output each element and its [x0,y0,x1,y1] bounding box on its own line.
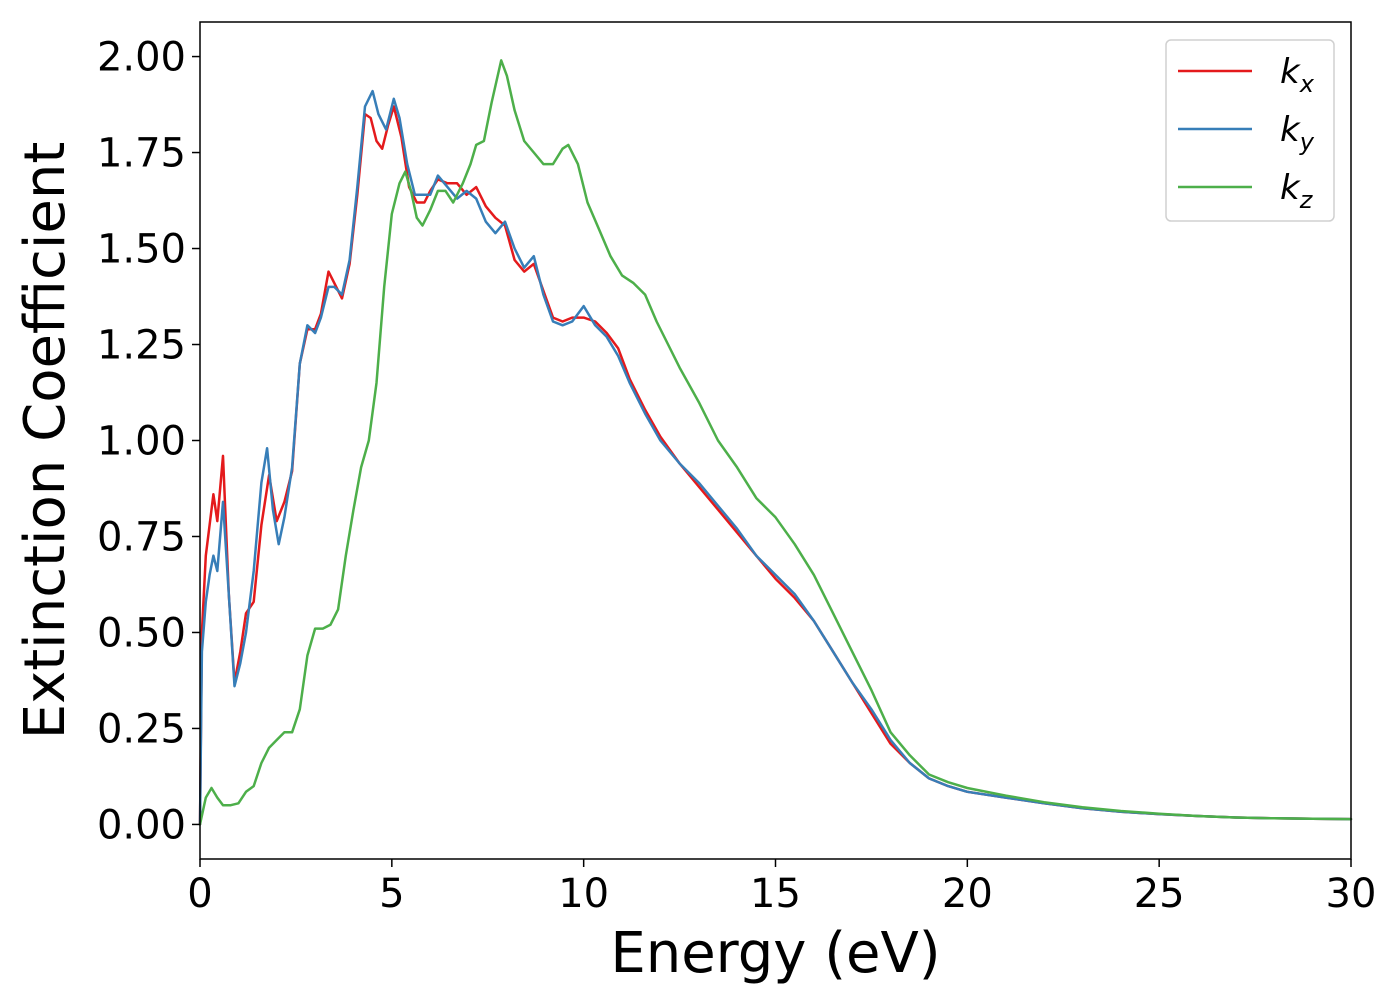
y-tick-label: 1.00 [97,419,186,465]
legend-label: kz [1280,168,1314,214]
series-line-k-x [198,105,1353,826]
y-tick-label: 1.25 [97,323,186,369]
y-tick-label: 0.00 [97,802,186,848]
x-tick-label: 15 [750,871,801,917]
legend-label-subscript: y [1299,128,1315,156]
y-tick-label: 1.75 [97,131,186,177]
y-axis: 0.00 0.25 0.50 0.75 1.00 1.25 1.50 1.75 2.00 [97,35,200,848]
legend-label-main: k [1280,110,1301,150]
x-tick-label: 30 [1326,871,1377,917]
y-tick-label: 2.00 [97,35,186,81]
series-line-k-z [198,59,1353,826]
y-tick-label: 1.50 [97,227,186,273]
x-axis: 0 5 10 15 20 25 30 [187,859,1376,917]
x-tick-label: 10 [558,871,609,917]
y-tick-label: 0.50 [97,610,186,656]
x-axis-label: Energy (eV) [610,921,940,986]
x-tick-label: 5 [379,871,404,917]
legend-label-main: k [1280,168,1301,208]
legend-label-main: k [1280,52,1301,92]
x-tick-label: 0 [187,871,212,917]
y-axis-label: Extinction Coefficient [13,142,78,740]
series-line-k-y [198,89,1353,826]
legend-box [1165,39,1335,222]
legend-label: ky [1280,110,1315,156]
legend-label-subscript: z [1299,186,1314,214]
y-tick-label: 0.75 [97,514,186,560]
y-tick-label: 0.25 [97,706,186,752]
legend-label: kx [1280,52,1315,98]
legend-label-subscript: x [1299,70,1315,98]
series-layer [198,59,1353,826]
x-tick-label: 20 [942,871,993,917]
x-tick-label: 25 [1134,871,1185,917]
